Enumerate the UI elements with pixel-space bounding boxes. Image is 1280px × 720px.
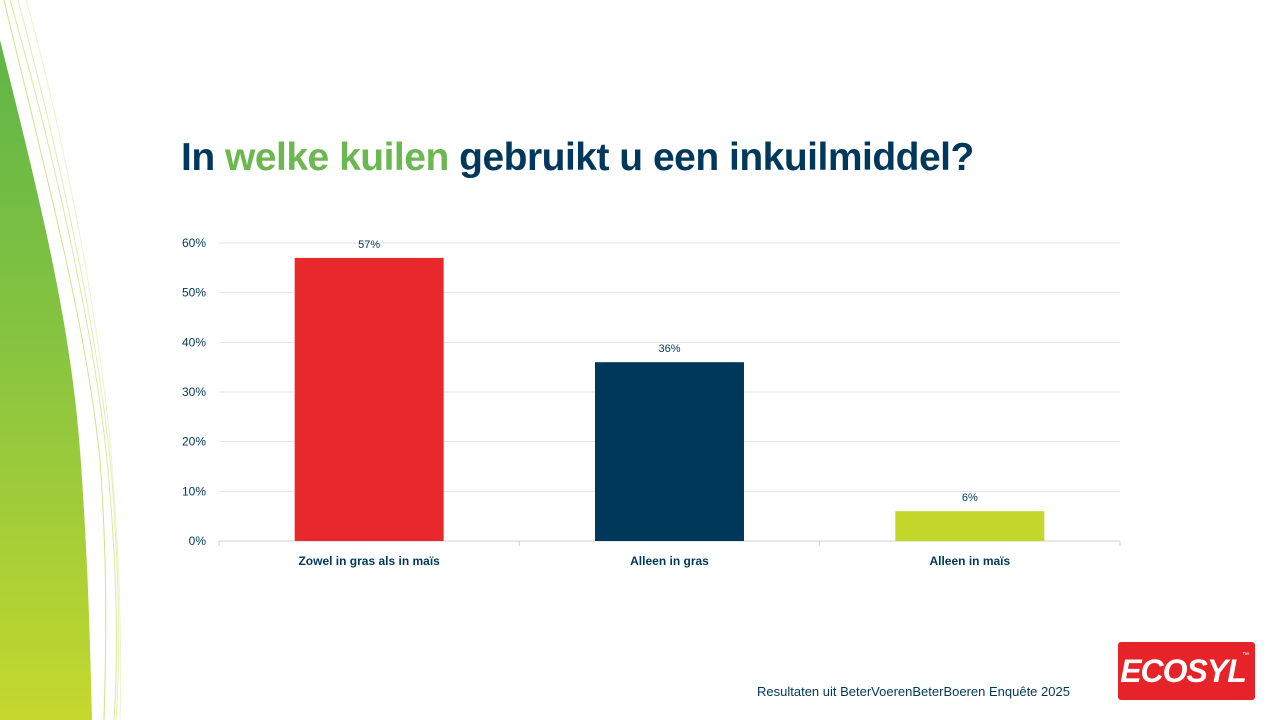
logo-text: ECOSYL <box>1120 653 1247 689</box>
y-tick-label: 20% <box>182 435 206 449</box>
page-title: In welke kuilen gebruikt u een inkuilmid… <box>181 136 974 180</box>
y-tick-label: 60% <box>182 236 206 250</box>
title-accent: welke kuilen <box>225 136 449 179</box>
title-part-1: In <box>181 136 225 179</box>
title-part-2: gebruikt u een inkuilmiddel? <box>448 136 974 179</box>
bar <box>595 362 744 541</box>
source-footer: Resultaten uit BeterVoerenBeterBoeren En… <box>757 684 1070 699</box>
data-label: 57% <box>358 239 380 251</box>
y-tick-label: 40% <box>182 335 206 349</box>
x-tick-label: Alleen in gras <box>630 554 709 568</box>
data-label: 36% <box>658 343 680 355</box>
data-label: 6% <box>962 492 978 504</box>
y-tick-label: 30% <box>182 385 206 399</box>
logo-trademark: ™ <box>1242 652 1249 659</box>
x-tick-label: Alleen in maïs <box>929 554 1010 568</box>
bar <box>895 511 1045 541</box>
ecosyl-logo: ECOSYL ™ <box>1118 642 1255 700</box>
x-tick-label: Zowel in gras als in maïs <box>298 554 440 568</box>
y-tick-label: 50% <box>182 286 206 300</box>
y-tick-label: 0% <box>189 534 207 548</box>
bar <box>294 257 444 541</box>
decorative-wave-graphic <box>0 0 122 720</box>
y-tick-label: 10% <box>182 484 206 498</box>
bar-chart: 0% 10% 20% 30% 40% 50% 60% 57% Zowel in gras als… <box>182 236 1121 568</box>
